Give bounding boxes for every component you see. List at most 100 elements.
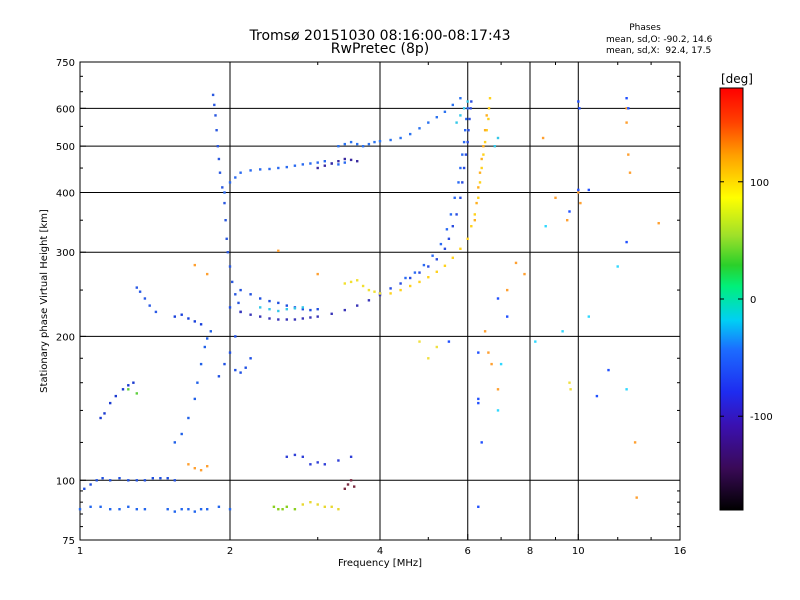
data-point	[330, 312, 333, 315]
data-point	[225, 237, 228, 240]
data-point	[285, 308, 288, 311]
data-point	[587, 315, 590, 318]
data-point	[259, 168, 262, 171]
data-point	[482, 145, 485, 148]
data-point	[657, 222, 660, 225]
data-point	[337, 163, 340, 166]
data-point	[451, 225, 454, 228]
data-point	[461, 181, 464, 184]
data-point	[544, 225, 547, 228]
data-point	[193, 320, 196, 323]
data-point	[249, 293, 252, 296]
data-point	[451, 103, 454, 107]
data-point	[628, 171, 632, 174]
y-tick-label: 75	[62, 536, 75, 547]
data-point	[118, 508, 121, 511]
data-point	[259, 306, 262, 309]
data-point	[193, 510, 196, 513]
data-point	[223, 201, 226, 205]
data-point	[483, 330, 487, 333]
data-point	[121, 388, 125, 391]
data-point	[293, 164, 297, 167]
data-point	[485, 129, 488, 132]
data-point	[473, 213, 476, 216]
data-point	[127, 388, 130, 391]
data-point	[625, 388, 628, 391]
data-point	[316, 315, 319, 318]
data-point	[221, 186, 224, 189]
data-point	[99, 416, 102, 420]
data-point	[487, 117, 490, 121]
data-point	[443, 110, 447, 113]
grid-lines	[80, 62, 680, 540]
data-point	[475, 201, 478, 205]
data-point	[285, 505, 288, 508]
data-point	[103, 412, 106, 415]
data-point	[457, 181, 460, 184]
data-point	[259, 315, 262, 318]
data-point	[595, 394, 599, 398]
data-point	[349, 280, 353, 284]
data-point	[356, 304, 359, 307]
data-point	[237, 301, 240, 305]
data-point	[281, 508, 284, 511]
data-point	[203, 345, 206, 349]
data-point	[293, 508, 297, 511]
data-point	[272, 505, 276, 508]
data-point	[277, 318, 280, 321]
data-point	[301, 455, 304, 458]
x-tick-label: 1	[77, 546, 83, 557]
data-point	[579, 201, 582, 205]
data-point	[228, 306, 232, 309]
chart-title: Tromsø 20151030 08:16:00-08:17:43	[249, 28, 511, 44]
data-point	[343, 487, 346, 490]
data-point	[487, 351, 490, 354]
data-point	[323, 164, 326, 167]
data-point	[323, 505, 326, 508]
data-point	[173, 441, 176, 444]
data-point	[462, 166, 466, 170]
data-point	[399, 136, 402, 140]
data-point	[285, 304, 288, 307]
data-point	[89, 483, 92, 486]
data-point	[466, 237, 469, 240]
data-point	[109, 401, 112, 405]
data-point	[443, 247, 447, 250]
data-point	[422, 263, 426, 267]
data-point	[118, 477, 121, 480]
data-point	[206, 337, 209, 340]
data-point	[323, 160, 326, 163]
data-point	[216, 145, 219, 148]
data-point	[418, 340, 421, 343]
data-point	[244, 366, 247, 369]
data-point	[316, 461, 319, 464]
data-point	[361, 284, 365, 288]
data-point	[154, 310, 158, 314]
data-point	[109, 508, 112, 511]
chart-subtitle: RwPretec (8p)	[331, 41, 429, 57]
data-point	[209, 330, 212, 333]
data-point	[180, 313, 183, 316]
data-point	[453, 196, 456, 199]
data-point	[224, 219, 227, 222]
data-point	[277, 249, 280, 252]
data-point	[301, 308, 304, 311]
data-point	[214, 114, 217, 117]
data-point	[330, 162, 333, 165]
data-point	[399, 288, 402, 292]
data-point	[78, 508, 82, 511]
phase-legend-title: Phases	[629, 23, 661, 33]
data-point	[477, 351, 480, 354]
data-point	[217, 375, 221, 378]
data-point	[285, 318, 288, 321]
data-point	[447, 340, 451, 343]
data-point	[356, 160, 359, 163]
data-point	[180, 432, 183, 436]
data-point	[625, 121, 628, 124]
data-point	[268, 299, 271, 303]
data-point	[367, 142, 371, 146]
data-point	[316, 166, 319, 170]
data-point	[337, 160, 340, 163]
data-point	[187, 463, 190, 466]
